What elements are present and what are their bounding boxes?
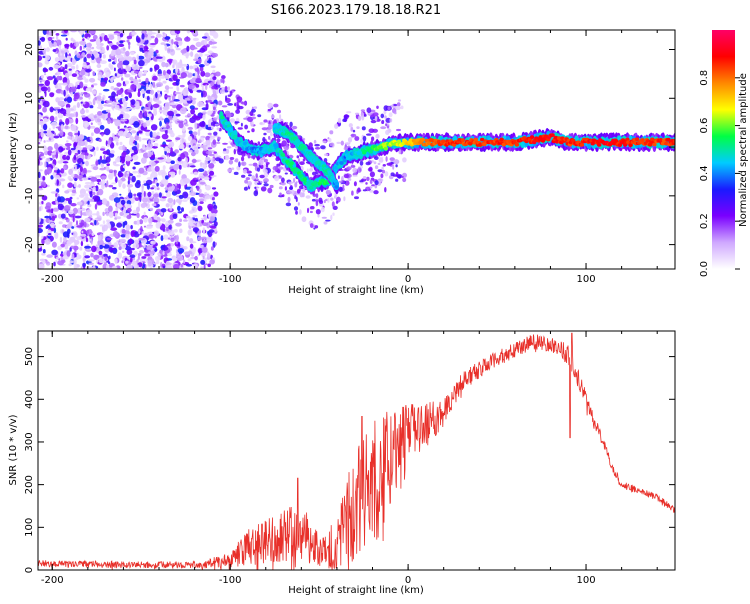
colorbar: 0.0 0.2 0.4 0.6 0.8 Normalized spectral ampl… <box>699 30 749 277</box>
x-tick-label: -100 <box>219 274 242 285</box>
spectrogram-heatmap <box>38 30 675 269</box>
colorbar-axes: 0.0 0.2 0.4 0.6 0.8 <box>699 70 740 277</box>
snr-panel: -200 -100 0 100 0 100 200 300 400 500 Height of s… <box>8 330 676 596</box>
y-tick-label: 100 <box>24 518 35 537</box>
x-tick-label: -200 <box>41 274 64 285</box>
spectrogram-ylabel: Frequency (Hz) <box>8 112 19 188</box>
y-tick-label: 300 <box>24 432 35 451</box>
colorbar-tick-label: 0.8 <box>699 70 710 86</box>
snr-axes: -200 -100 0 100 0 100 200 300 400 500 <box>24 331 675 586</box>
y-tick-label: -10 <box>24 188 35 204</box>
figure-title: S166.2023.179.18.18.R21 <box>271 3 441 18</box>
snr-xlabel: Height of straight line (km) <box>288 585 424 596</box>
y-tick-label: 500 <box>24 347 35 366</box>
y-tick-label: 10 <box>24 92 35 105</box>
colorbar-tick-label: 0.4 <box>699 165 710 181</box>
x-tick-label: 0 <box>405 575 411 586</box>
x-tick-label: 0 <box>405 274 411 285</box>
x-tick-label: 100 <box>576 575 595 586</box>
colorbar-tick-label: 0.0 <box>699 261 710 277</box>
y-tick-label: -20 <box>24 236 35 252</box>
y-tick-label: 400 <box>24 390 35 409</box>
x-tick-label: -200 <box>41 575 64 586</box>
colorbar-tick-label: 0.2 <box>699 213 710 229</box>
y-tick-label: 0 <box>24 144 35 150</box>
snr-series-line <box>38 332 675 570</box>
spectrogram-frame <box>37 29 676 270</box>
colorbar-tick-label: 0.6 <box>699 118 710 134</box>
y-tick-label: 20 <box>24 43 35 56</box>
snr-frame <box>37 330 676 571</box>
snr-ylabel: SNR (10 * v/v) <box>8 414 19 485</box>
y-tick-label: 0 <box>24 567 35 573</box>
colorbar-label: Normalized spectral amplitude <box>738 73 749 227</box>
spectrogram-xlabel: Height of straight line (km) <box>288 285 424 296</box>
x-tick-label: -100 <box>219 575 242 586</box>
y-tick-label: 200 <box>24 475 35 494</box>
colorbar-gradient <box>712 30 735 269</box>
x-tick-label: 100 <box>576 274 595 285</box>
